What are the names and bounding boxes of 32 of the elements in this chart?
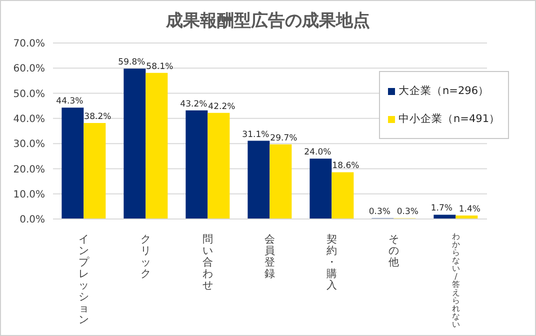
x-tick-label: 問い合わせ xyxy=(202,234,214,292)
y-tick-label: 20.0% xyxy=(13,164,45,176)
data-label: 1.4% xyxy=(458,204,480,214)
y-tick-label: 40.0% xyxy=(13,114,45,125)
data-label: 59.8% xyxy=(118,58,146,68)
y-tick-label: 60.0% xyxy=(13,64,45,75)
chart-title: 成果報酬型広告の成果地点 xyxy=(164,10,371,32)
data-label: 43.2% xyxy=(180,99,208,110)
data-label: 0.3% xyxy=(368,207,390,218)
data-label: 58.1% xyxy=(146,62,174,72)
legend-label: 中小企業（n=491） xyxy=(398,112,500,126)
data-label: 29.7% xyxy=(270,133,298,144)
x-tick-label: その他 xyxy=(388,234,400,268)
data-label: 31.1% xyxy=(242,130,270,140)
y-tick-label: 70.0% xyxy=(13,38,45,50)
data-label: 42.2% xyxy=(208,102,236,112)
data-label: 18.6% xyxy=(332,161,360,172)
data-label: 1.7% xyxy=(430,204,452,214)
category-label: わからない/答えられない xyxy=(452,232,460,329)
y-tick-label: 0.0% xyxy=(20,214,45,226)
x-tick-label: 契約・購入 xyxy=(326,232,338,292)
data-label: 44.3% xyxy=(56,96,84,107)
data-label: 38.2% xyxy=(84,112,112,122)
y-tick-label: 30.0% xyxy=(13,139,45,150)
x-tick-label: 会員登録 xyxy=(264,234,276,280)
x-tick-label: クリック xyxy=(140,234,152,280)
x-tick-label: インプレッション xyxy=(78,234,90,326)
y-tick-label: 10.0% xyxy=(13,189,45,200)
legend-label: 大企業（n=296） xyxy=(398,84,489,98)
data-label: 24.0% xyxy=(304,148,332,158)
data-label: 0.3% xyxy=(396,207,418,218)
y-tick-label: 50.0% xyxy=(13,88,45,100)
